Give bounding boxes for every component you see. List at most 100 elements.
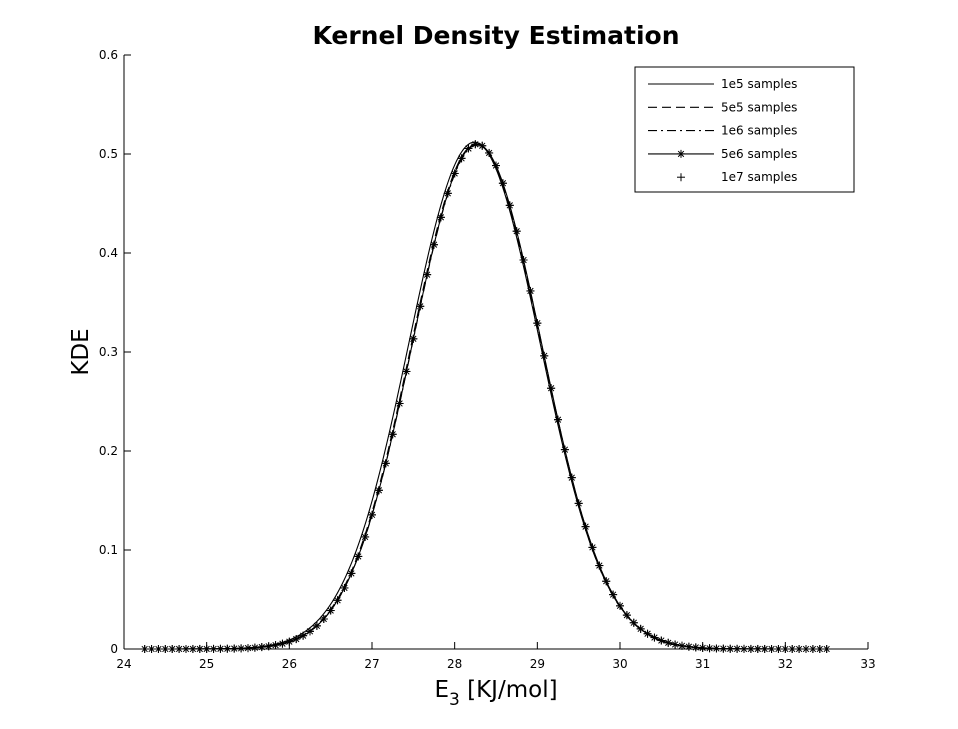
series-marker-plus xyxy=(712,644,721,653)
x-tick-label: 28 xyxy=(447,657,462,671)
series-marker-plus xyxy=(292,635,301,644)
series-marker-plus xyxy=(746,644,755,653)
series-5 xyxy=(140,140,831,653)
series-marker-plus xyxy=(795,644,804,653)
series-marker-plus xyxy=(168,644,177,653)
series-marker-plus xyxy=(306,627,314,636)
series-marker-plus xyxy=(636,624,645,633)
series-marker-asterisk xyxy=(677,149,685,158)
series-marker-plus xyxy=(195,644,204,653)
series-marker-plus xyxy=(733,644,742,653)
legend-entry: 1e7 samples xyxy=(677,170,797,184)
series-marker-plus xyxy=(244,644,252,653)
series-marker-plus xyxy=(478,141,487,150)
series-marker-plus xyxy=(498,179,507,188)
legend-label: 5e5 samples xyxy=(721,100,797,114)
series-marker-plus xyxy=(278,639,287,648)
series-marker-plus xyxy=(140,644,149,653)
legend-label: 5e6 samples xyxy=(721,147,797,161)
series-marker-plus xyxy=(416,302,425,311)
series-marker-plus xyxy=(554,415,562,424)
x-tick-label: 30 xyxy=(612,657,627,671)
series-marker-plus xyxy=(319,614,328,623)
series-marker-plus xyxy=(519,256,528,265)
series-marker-plus xyxy=(464,144,473,153)
series-marker-plus xyxy=(237,644,246,653)
x-tick-label: 32 xyxy=(778,657,793,671)
series-marker-plus xyxy=(719,644,728,653)
legend-entry: 1e6 samples xyxy=(648,124,797,138)
y-axis-label: KDE xyxy=(68,328,94,375)
series-marker-plus xyxy=(802,644,810,653)
chart-title: Kernel Density Estimation xyxy=(312,21,679,50)
series-marker-plus xyxy=(609,590,618,599)
series-marker-plus xyxy=(402,367,411,376)
series-layer xyxy=(140,140,831,653)
series-marker-plus xyxy=(223,644,232,653)
series-marker-plus xyxy=(443,189,452,198)
series-marker-plus xyxy=(622,611,631,620)
series-marker-plus xyxy=(698,643,707,652)
series-marker-plus xyxy=(374,486,383,495)
x-ticks: 24 25 26 27 28 29 30 31 32 33 xyxy=(116,642,876,671)
series-marker-plus xyxy=(333,596,342,605)
series-marker-plus xyxy=(347,569,356,578)
y-tick-label: 0.4 xyxy=(99,246,118,260)
series-marker-plus xyxy=(368,510,376,519)
series-marker-plus xyxy=(354,552,363,561)
series-marker-plus xyxy=(677,173,685,182)
series-marker-plus xyxy=(161,644,170,653)
series-marker-plus xyxy=(430,240,438,249)
series-marker-plus xyxy=(664,638,673,647)
series-marker-plus xyxy=(581,522,590,531)
series-marker-plus xyxy=(705,644,714,653)
y-tick-label: 0.2 xyxy=(99,444,118,458)
series-marker-plus xyxy=(760,644,769,653)
series-marker-plus xyxy=(547,384,556,393)
series-marker-plus xyxy=(595,561,604,570)
series-marker-plus xyxy=(388,430,397,439)
legend-label: 1e7 samples xyxy=(721,170,797,184)
x-tick-label: 31 xyxy=(695,657,710,671)
series-marker-plus xyxy=(753,644,762,653)
series-marker-plus xyxy=(678,641,686,650)
legend-label: 1e6 samples xyxy=(721,124,797,138)
x-tick-label: 33 xyxy=(860,657,875,671)
series-marker-plus xyxy=(671,640,680,649)
series-marker-plus xyxy=(774,644,783,653)
series-marker-plus xyxy=(361,532,370,541)
series-marker-plus xyxy=(471,140,480,149)
series-marker-plus xyxy=(285,637,294,646)
series-marker-plus xyxy=(188,644,197,653)
x-tick-label: 24 xyxy=(116,657,131,671)
series-marker-plus xyxy=(588,543,597,552)
series-marker-plus xyxy=(340,583,349,592)
series-marker-plus xyxy=(299,631,308,640)
series-marker-plus xyxy=(526,286,535,295)
legend-box xyxy=(634,66,855,193)
series-marker-plus xyxy=(250,643,259,652)
series-marker-plus xyxy=(154,644,163,653)
series-marker-plus xyxy=(271,641,280,650)
series-marker-plus xyxy=(808,644,817,653)
legend: 1e5 samples 5e5 samples 1e6 samples 5e6 sam… xyxy=(634,66,855,193)
series-marker-plus xyxy=(505,201,514,210)
series-marker-plus xyxy=(485,148,494,157)
series-marker-plus xyxy=(457,154,466,163)
series-marker-plus xyxy=(788,644,797,653)
legend-entry: 1e5 samples xyxy=(648,77,797,91)
series-marker-plus xyxy=(216,644,225,653)
x-tick-label: 29 xyxy=(530,657,545,671)
y-tick-label: 0.3 xyxy=(99,345,118,359)
series-marker-plus xyxy=(209,644,218,653)
series-marker-plus xyxy=(436,213,445,222)
series-marker-plus xyxy=(767,644,776,653)
legend-label: 1e5 samples xyxy=(721,77,797,91)
series-marker-plus xyxy=(175,644,184,653)
series-marker-plus xyxy=(629,618,638,627)
series-marker-plus xyxy=(512,227,521,236)
series-marker-plus xyxy=(822,644,831,653)
series-marker-plus xyxy=(381,459,390,468)
x-axis-label: E3 [KJ/mol] xyxy=(434,677,557,710)
